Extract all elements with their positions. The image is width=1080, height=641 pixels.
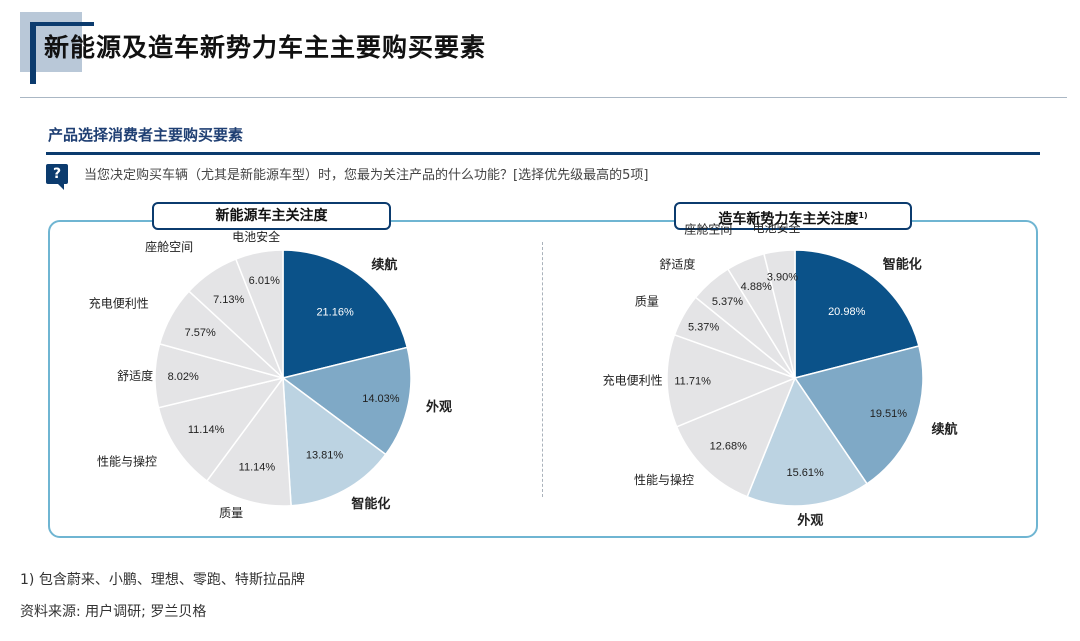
pie-slice-外观 (281, 346, 412, 456)
slice-value-label: 7.13% (213, 294, 244, 306)
chart-title-ev-owners: 新能源车主关注度 (152, 202, 391, 230)
question-icon: ? (46, 164, 68, 190)
slice-value-label: 8.02% (168, 371, 199, 383)
charts-panel (48, 220, 1038, 538)
chart-title-text: 造车新势力车主关注度 (718, 211, 859, 228)
slice-value-label: 5.37% (712, 296, 743, 308)
pie-slice-性能与操控 (675, 376, 797, 498)
slice-category-label: 外观 (425, 399, 452, 415)
pie-slice-外观 (746, 376, 869, 507)
slice-value-label: 11.71% (674, 375, 711, 387)
survey-question: 当您决定购买车辆（尤其是新能源车型）时，您最为关注产品的什么功能？[选择优先级最… (84, 168, 649, 183)
slice-category-label: 续航 (371, 257, 397, 273)
slice-category-label: 续航 (932, 421, 958, 437)
slice-value-label: 13.81% (306, 450, 344, 462)
slice-value-label: 6.01% (249, 275, 280, 287)
pie-chart-new-force-owners: 20.98% 智能化 19.51% 续航 15.61% 外观 12.68% 性能与操控 充电便利… (603, 220, 958, 528)
slice-value-label: 5.37% (688, 321, 719, 333)
section-divider (46, 152, 1040, 155)
pie-slice-性能与操控 (157, 376, 285, 482)
slice-value-label: 11.14% (239, 461, 276, 473)
slice-category-label: 舒适度 (117, 368, 153, 383)
pie-chart-ev-owners: 21.16% 续航 14.03% 外观 13.81% 智能化 11.14% 质量 11.14% 性… (89, 229, 452, 520)
slice-value-label: 11.14% (188, 424, 225, 436)
charts-divider (542, 242, 543, 497)
slice-category-label: 智能化 (351, 496, 390, 512)
pie-slice-智能化 (282, 376, 387, 507)
slice-value-label: 14.03% (362, 393, 400, 405)
pie-slice-质量 (205, 375, 292, 507)
slice-category-label: 智能化 (883, 257, 922, 273)
pie-slice-智能化 (794, 249, 920, 379)
pie-slice-充电便利性 (666, 333, 798, 428)
title-divider (20, 97, 1067, 98)
title-accent-top (30, 22, 94, 26)
slice-value-label: 3.90% (767, 271, 798, 283)
slice-category-label: 舒适度 (659, 256, 695, 271)
page-title: 新能源及造车新势力车主主要购买要素 (44, 33, 487, 62)
section-title: 产品选择消费者主要购买要素 (48, 126, 244, 144)
slice-category-label: 充电便利性 (603, 372, 663, 387)
footnote: 1) 包含蔚来、小鹏、理想、零跑、特斯拉品牌 (20, 572, 305, 588)
slice-value-label: 15.61% (787, 467, 825, 479)
pie-slice-电池安全 (234, 249, 284, 379)
slice-value-label: 4.88% (741, 281, 772, 293)
slice-category-label: 质量 (635, 294, 659, 308)
slice-category-label: 性能与操控 (634, 472, 694, 487)
chart-title-text: 新能源车主关注度 (215, 208, 328, 224)
pie-slice-续航 (793, 345, 924, 485)
slice-category-label: 质量 (219, 506, 243, 520)
slice-category-label: 座舱空间 (684, 221, 732, 236)
slice-category-label: 性能与操控 (97, 453, 157, 468)
pie-slice-电池安全 (763, 249, 796, 379)
slice-category-label: 外观 (796, 513, 823, 529)
slice-category-label: 充电便利性 (89, 295, 149, 310)
slice-category-label: 电池安全 (753, 220, 801, 235)
slice-value-label: 20.98% (828, 306, 866, 318)
source-note: 资料来源: 用户调研; 罗兰贝格 (20, 604, 207, 620)
slice-value-label: 7.57% (185, 327, 216, 339)
chart-title-note: 1) (858, 211, 868, 220)
pie-slice-续航 (282, 249, 409, 379)
title-accent-bar (30, 22, 36, 84)
slice-value-label: 19.51% (870, 408, 908, 420)
chart-title-new-force-owners: 造车新势力车主关注度1) (674, 202, 912, 230)
slice-value-label: 12.68% (710, 440, 748, 452)
slice-category-label: 座舱空间 (145, 239, 193, 254)
slice-value-label: 21.16% (316, 307, 354, 319)
slice-category-label: 电池安全 (232, 229, 280, 244)
